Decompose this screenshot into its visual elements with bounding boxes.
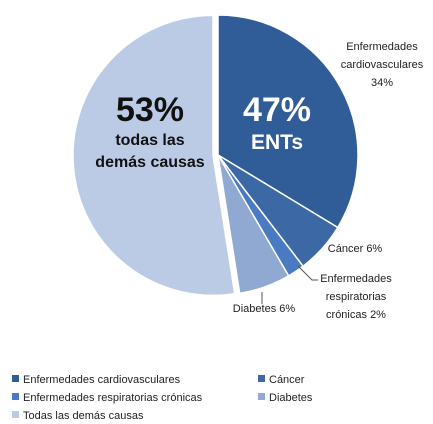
slice-label: Diabetes 6% — [222, 300, 306, 318]
slice-label: Cáncer 6% — [320, 240, 390, 258]
pie-slice — [217, 14, 359, 229]
slice-name: Enfermedades respiratorias crónicas — [320, 273, 392, 321]
legend-swatch — [12, 393, 19, 400]
legend-entry: Cáncer — [258, 374, 304, 386]
legend-swatch — [12, 375, 19, 382]
slice-label: Enfermedades respiratorias crónicas 2% — [314, 270, 398, 324]
legend-label: Todas las demás causas — [23, 410, 144, 422]
group-label: 47% ENTs — [222, 90, 332, 156]
legend-swatch — [12, 411, 19, 418]
legend-entry: Todas las demás causas — [12, 410, 143, 422]
others-label: 53% todas las demás causas — [94, 90, 206, 174]
leader-line — [297, 265, 318, 281]
legend-label: Cáncer — [269, 374, 305, 386]
pie-slice — [72, 14, 236, 297]
legend-entry: Enfermedades respiratorias crónicas — [12, 392, 202, 404]
others-name: todas las demás causas — [95, 132, 205, 171]
slice-value: 2% — [370, 309, 386, 321]
slice-label: Enfermedades cardiovasculares 34% — [330, 38, 433, 92]
slice-name: Cáncer — [327, 243, 364, 255]
legend-swatch — [258, 375, 265, 382]
pie-slice — [217, 154, 290, 295]
legend-entry: Enfermedades cardiovasculares — [12, 374, 180, 386]
slice-name: Diabetes — [232, 303, 277, 315]
slice-value: 34% — [370, 77, 394, 89]
others-percent: 53% — [115, 91, 185, 129]
legend-entry: Diabetes — [258, 392, 312, 404]
slice-name: Enfermedades cardiovasculares — [340, 41, 424, 71]
group-name: ENTs — [250, 131, 304, 154]
legend-label: Diabetes — [269, 392, 313, 404]
slice-value: 6% — [279, 303, 296, 315]
legend-label: Enfermedades respiratorias crónicas — [23, 392, 203, 404]
legend-swatch — [258, 393, 265, 400]
legend-label: Enfermedades cardiovasculares — [23, 374, 181, 386]
slice-value: 6% — [366, 243, 383, 255]
group-percent: 47% — [242, 91, 312, 129]
